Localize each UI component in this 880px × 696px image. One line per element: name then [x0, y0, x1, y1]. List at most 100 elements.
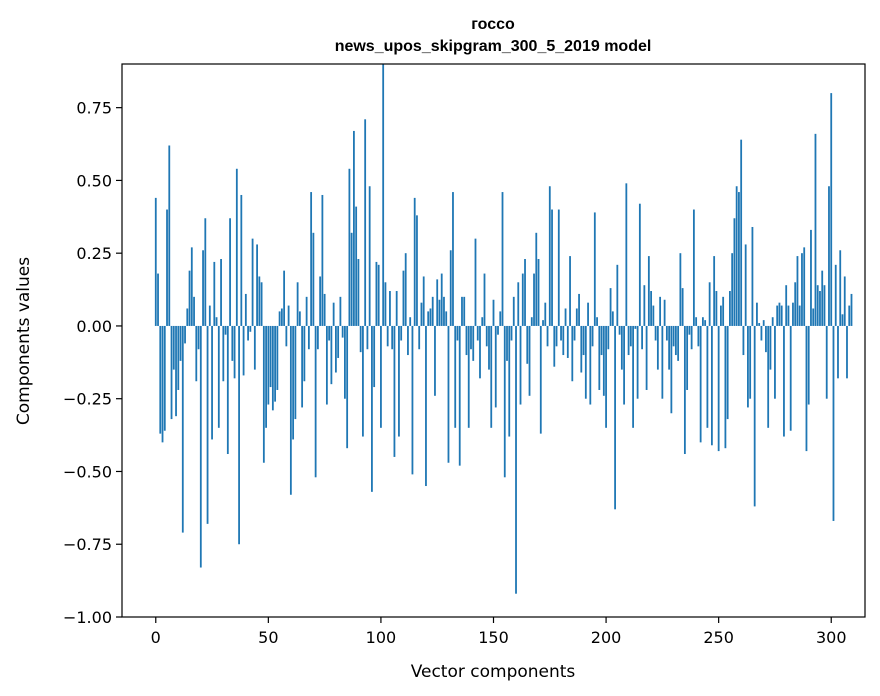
x-tick-label-1: 50	[258, 628, 278, 647]
bar-12	[181, 325, 184, 533]
bar-179	[557, 209, 560, 326]
bar-42	[249, 325, 252, 332]
bar-95	[368, 186, 371, 326]
y-tick-label-2: −0.50	[63, 462, 112, 481]
y-tick-label-3: −0.25	[63, 390, 112, 409]
bar-89	[355, 206, 358, 326]
bar-228	[668, 325, 671, 370]
bar-260	[740, 139, 743, 326]
bar-253	[724, 325, 727, 449]
bar-214	[636, 325, 639, 399]
bar-263	[747, 325, 749, 408]
bar-303	[837, 325, 839, 379]
bar-66	[303, 325, 306, 382]
bar-304	[839, 250, 842, 326]
bar-178	[555, 325, 558, 347]
bar-305	[841, 314, 844, 326]
bar-166	[528, 325, 531, 396]
bar-298	[825, 325, 828, 399]
bar-238	[690, 325, 693, 350]
bar-205	[616, 264, 619, 326]
bar-34	[231, 325, 234, 361]
bar-67	[305, 296, 308, 326]
bar-144	[479, 325, 481, 379]
bar-197	[598, 325, 601, 390]
bar-56	[280, 308, 283, 326]
bar-37	[238, 325, 240, 545]
bar-221	[652, 305, 655, 326]
bar-20	[199, 325, 202, 568]
bar-174	[546, 325, 549, 347]
bar-277	[778, 302, 781, 326]
bar-117	[418, 325, 421, 350]
bar-258	[735, 186, 738, 326]
bar-292	[812, 308, 815, 326]
bar-218	[645, 325, 648, 390]
bar-49	[265, 325, 267, 428]
bar-152	[497, 325, 499, 335]
bar-240	[695, 317, 698, 326]
bar-133	[454, 325, 457, 428]
bar-100	[380, 325, 382, 428]
bar-112	[407, 325, 409, 356]
bar-185	[571, 325, 574, 382]
bar-5	[166, 209, 168, 326]
bar-71	[314, 325, 317, 478]
bar-193	[589, 325, 592, 405]
bar-120	[425, 325, 427, 487]
bar-116	[416, 215, 418, 326]
x-tick-label-3: 150	[478, 628, 509, 647]
bar-31	[224, 325, 227, 335]
bar-207	[620, 325, 623, 370]
bar-297	[823, 285, 826, 326]
bar-192	[587, 302, 589, 326]
bar-199	[602, 325, 605, 396]
bar-191	[584, 325, 587, 399]
bar-46	[258, 276, 261, 326]
bar-271	[765, 325, 767, 353]
bar-215	[638, 203, 641, 326]
bar-11	[179, 325, 182, 361]
x-axis-label: Vector components	[411, 662, 576, 682]
bar-154	[501, 192, 504, 326]
bar-36	[235, 168, 238, 326]
bar-229	[670, 325, 673, 414]
bar-189	[580, 325, 583, 373]
bar-161	[517, 282, 520, 326]
bar-225	[661, 325, 664, 399]
bar-121	[427, 311, 430, 326]
bar-281	[787, 305, 790, 326]
bar-306	[843, 276, 846, 326]
bar-143	[476, 325, 479, 341]
bar-10	[177, 325, 180, 390]
bar-267	[756, 302, 758, 326]
bar-239	[692, 209, 695, 326]
bar-273	[769, 325, 772, 370]
bar-107	[395, 291, 398, 326]
bar-119	[422, 276, 425, 326]
bar-148	[488, 325, 490, 370]
bar-280	[785, 285, 788, 326]
bar-165	[526, 325, 529, 364]
bar-200	[605, 325, 607, 428]
bar-50	[267, 325, 270, 405]
bar-171	[539, 325, 542, 434]
bar-28	[217, 325, 220, 428]
plot-frame	[121, 63, 866, 618]
bar-173	[544, 302, 547, 326]
bar-262	[744, 244, 747, 326]
bar-286	[798, 305, 801, 326]
bar-90	[357, 259, 360, 326]
bar-99	[377, 264, 380, 326]
bar-114	[411, 325, 414, 475]
bar-167	[530, 317, 533, 326]
bar-96	[371, 325, 373, 492]
bar-269	[760, 325, 763, 341]
bar-78	[330, 325, 333, 385]
bar-163	[521, 273, 524, 326]
x-axis-ticks: 0 50 100 150 200 250 300	[151, 617, 847, 647]
bar-83	[341, 325, 344, 338]
bar-6	[168, 145, 171, 326]
x-tick-label-6: 300	[816, 628, 847, 647]
y-tick-label-6: 0.50	[76, 171, 112, 190]
